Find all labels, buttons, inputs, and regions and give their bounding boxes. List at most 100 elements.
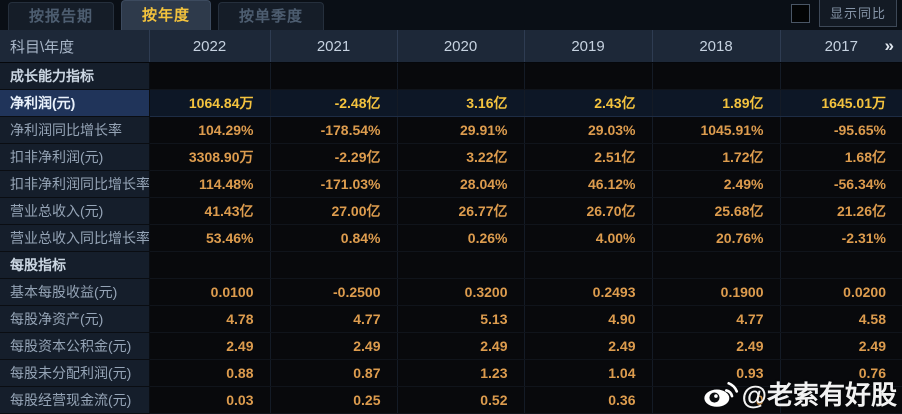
cell-value: 0.0100 bbox=[148, 278, 270, 306]
row-label: 扣非净利润(元) bbox=[0, 143, 150, 171]
cell-value: 104.29% bbox=[148, 116, 270, 144]
section-row: 每股指标 bbox=[0, 251, 902, 279]
table-row[interactable]: 扣非净利润同比增长率 114.48% -171.03% 28.04% 46.12% 2.4… bbox=[0, 170, 902, 198]
empty-cell bbox=[779, 62, 902, 90]
cell-value: 4.78 bbox=[148, 305, 270, 333]
cell-value: 21.26亿 bbox=[779, 197, 902, 225]
cell-value: 0.25 bbox=[269, 386, 397, 414]
year-header-2022: 2022 bbox=[148, 30, 270, 63]
cell-value: 2.49 bbox=[396, 332, 524, 360]
cell-value: 0.93 bbox=[651, 359, 780, 387]
empty-cell bbox=[523, 62, 652, 90]
row-label: 净利润同比增长率 bbox=[0, 116, 150, 144]
empty-cell bbox=[651, 62, 780, 90]
cell-value: 4.90 bbox=[523, 305, 652, 333]
table-row[interactable]: 营业总收入同比增长率 53.46% 0.84% 0.26% 4.00% 20.76% -2.… bbox=[0, 224, 902, 252]
cell-value: 0.3200 bbox=[396, 278, 524, 306]
cell-value: -2.29亿 bbox=[269, 143, 397, 171]
cell-value: 5.13 bbox=[396, 305, 524, 333]
table-row[interactable]: 每股未分配利润(元) 0.88 0.87 1.23 1.04 0.93 0.76 bbox=[0, 359, 902, 387]
cell-value: 0.0200 bbox=[779, 278, 902, 306]
cell-value: 1.23 bbox=[396, 359, 524, 387]
cell-value: 4.00% bbox=[523, 224, 652, 252]
empty-cell bbox=[269, 62, 397, 90]
cell-value: -56.34% bbox=[779, 170, 902, 198]
cell-value: 4.58 bbox=[779, 305, 902, 333]
row-label: 每股经营现金流(元) bbox=[0, 386, 150, 414]
row-label: 每股资本公积金(元) bbox=[0, 332, 150, 360]
table-row[interactable]: 每股资本公积金(元) 2.49 2.49 2.49 2.49 2.49 2.49 bbox=[0, 332, 902, 360]
cell-value: 1.04 bbox=[523, 359, 652, 387]
cell-value: 2.49 bbox=[651, 332, 780, 360]
cell-value: 3.22亿 bbox=[396, 143, 524, 171]
year-header-2020: 2020 bbox=[396, 30, 524, 63]
table-row[interactable]: 营业总收入(元) 41.43亿 27.00亿 26.77亿 26.70亿 25.68亿 21… bbox=[0, 197, 902, 225]
cell-value: -178.54% bbox=[269, 116, 397, 144]
cell-value: 1.68亿 bbox=[779, 143, 902, 171]
row-label: 每股未分配利润(元) bbox=[0, 359, 150, 387]
empty-cell bbox=[148, 251, 270, 279]
cell-value: 41.43亿 bbox=[148, 197, 270, 225]
empty-cell bbox=[396, 251, 524, 279]
cell-value: 3.16亿 bbox=[396, 89, 524, 117]
table-row[interactable]: 扣非净利润(元) 3308.90万 -2.29亿 3.22亿 2.51亿 1.72亿 1.6… bbox=[0, 143, 902, 171]
table-row[interactable]: 净利润(元) 1064.84万 -2.48亿 3.16亿 2.43亿 1.89亿 1645.… bbox=[0, 89, 902, 117]
tab-single-quarter[interactable]: 按单季度 bbox=[218, 2, 325, 30]
cell-value: 0 bbox=[651, 386, 780, 414]
cell-value: 53.46% bbox=[148, 224, 270, 252]
more-years-icon[interactable]: » bbox=[884, 36, 894, 55]
cell-value: 3308.90万 bbox=[148, 143, 270, 171]
cell-value: 4.77 bbox=[651, 305, 780, 333]
cell-value: 2.49 bbox=[523, 332, 652, 360]
empty-cell bbox=[523, 251, 652, 279]
cell-value: 2.49 bbox=[148, 332, 270, 360]
cell-value: 0.1900 bbox=[651, 278, 780, 306]
cell-value: 2.43亿 bbox=[523, 89, 652, 117]
row-label: 每股净资产(元) bbox=[0, 305, 150, 333]
empty-cell bbox=[396, 62, 524, 90]
cell-value: 1645.01万 bbox=[779, 89, 902, 117]
table-body: 成长能力指标 净利润(元) 1064.84万 -2.48亿 3.16亿 2.43亿 1.89… bbox=[0, 62, 902, 414]
cell-value: 1045.91% bbox=[651, 116, 780, 144]
table-row[interactable]: 基本每股收益(元) 0.0100 -0.2500 0.3200 0.2493 0.1900… bbox=[0, 278, 902, 306]
year-header-2017-label: 2017 bbox=[824, 37, 858, 55]
cell-value: 2.51亿 bbox=[523, 143, 652, 171]
tab-report-period[interactable]: 按报告期 bbox=[8, 2, 115, 30]
year-header-2017: 2017 » bbox=[779, 30, 902, 63]
year-header-2018: 2018 bbox=[651, 30, 780, 63]
table-row[interactable]: 净利润同比增长率 104.29% -178.54% 29.91% 29.03% 1045.… bbox=[0, 116, 902, 144]
row-label: 扣非净利润同比增长率 bbox=[0, 170, 150, 198]
table-row[interactable]: 每股经营现金流(元) 0.03 0.25 0.52 0.36 0 bbox=[0, 386, 902, 414]
cell-value: 28.04% bbox=[396, 170, 524, 198]
cell-value: 2.49 bbox=[269, 332, 397, 360]
tab-annual[interactable]: 按年度 bbox=[121, 0, 212, 30]
cell-value: 0.26% bbox=[396, 224, 524, 252]
tab-bar: 按报告期 按年度 按单季度 显示同比 bbox=[0, 0, 902, 30]
corner-header: 科目\年度 bbox=[0, 30, 149, 63]
cell-value: 1.72亿 bbox=[651, 143, 780, 171]
table-row[interactable]: 每股净资产(元) 4.78 4.77 5.13 4.90 4.77 4.58 bbox=[0, 305, 902, 333]
cell-value: 29.91% bbox=[396, 116, 524, 144]
row-label: 营业总收入同比增长率 bbox=[0, 224, 150, 252]
row-label: 净利润(元) bbox=[0, 89, 150, 117]
section-title: 成长能力指标 bbox=[0, 62, 150, 90]
cell-value: -95.65% bbox=[779, 116, 902, 144]
cell-value: 1064.84万 bbox=[148, 89, 270, 117]
cell-value: 0.2493 bbox=[523, 278, 652, 306]
cell-value: 27.00亿 bbox=[269, 197, 397, 225]
cell-value bbox=[779, 386, 902, 414]
year-header-2019: 2019 bbox=[523, 30, 652, 63]
cell-value: 26.70亿 bbox=[523, 197, 652, 225]
empty-cell bbox=[651, 251, 780, 279]
show-yoy-checkbox[interactable] bbox=[790, 3, 810, 23]
cell-value: 20.76% bbox=[651, 224, 780, 252]
table-header-row: 科目\年度 2022 2021 2020 2019 2018 2017 » bbox=[0, 30, 902, 63]
show-yoy-label[interactable]: 显示同比 bbox=[818, 0, 897, 27]
cell-value: 2.49 bbox=[779, 332, 902, 360]
cell-value: -0.2500 bbox=[269, 278, 397, 306]
cell-value: 29.03% bbox=[523, 116, 652, 144]
cell-value: 0.03 bbox=[148, 386, 270, 414]
cell-value: 26.77亿 bbox=[396, 197, 524, 225]
empty-cell bbox=[269, 251, 397, 279]
empty-cell bbox=[148, 62, 270, 90]
